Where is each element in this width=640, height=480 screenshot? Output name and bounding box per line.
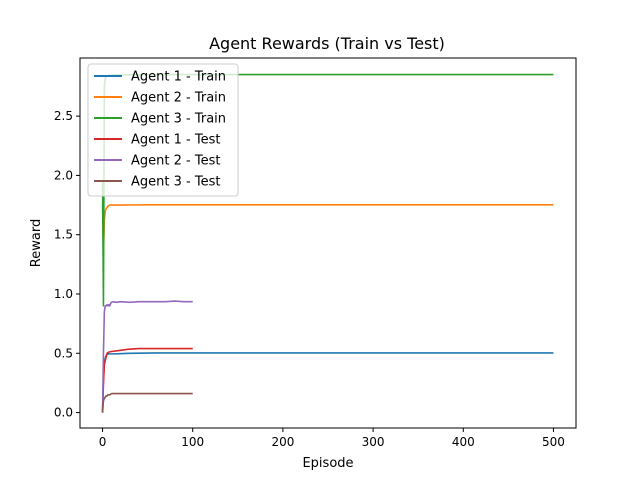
- series-line-agent-2-test: [101, 300, 193, 413]
- x-tick-label: 100: [181, 435, 204, 449]
- series-line-agent-3-test: [101, 392, 193, 413]
- y-axis: 0.0 0.5 1.0 1.5 2.0 2.5: [54, 109, 80, 420]
- x-tick-label: 500: [542, 435, 565, 449]
- x-tick-label: 0: [99, 435, 107, 449]
- legend-label: Agent 2 - Test: [131, 154, 220, 169]
- plot-frame: [79, 57, 577, 429]
- y-tick-label: 2.5: [54, 109, 73, 123]
- legend-label: Agent 1 - Train: [131, 70, 226, 85]
- chart-title: Agent Rewards (Train vs Test): [209, 34, 445, 53]
- y-axis-label: Reward: [29, 219, 44, 267]
- y-tick-label: 0.5: [54, 346, 73, 360]
- y-tick-label: 1.5: [54, 228, 73, 242]
- y-tick-label: 1.0: [54, 287, 73, 301]
- x-tick-label: 200: [271, 435, 294, 449]
- legend-label: Agent 2 - Train: [131, 91, 226, 106]
- y-tick-label: 0.0: [54, 406, 73, 420]
- legend-label: Agent 3 - Train: [131, 112, 226, 127]
- legend-label: Agent 1 - Test: [131, 133, 220, 148]
- legend-label: Agent 3 - Test: [131, 175, 220, 190]
- series-line-agent-1-train: [101, 352, 554, 413]
- x-axis-label: Episode: [302, 456, 353, 471]
- x-tick-label: 400: [452, 435, 475, 449]
- y-tick-label: 2.0: [54, 168, 73, 182]
- series-line-agent-1-test: [101, 347, 193, 413]
- legend-box: [87, 63, 239, 197]
- legend: Agent 1 - Train Agent 2 - Train Agent 3 - …: [87, 63, 239, 197]
- x-tick-label: 300: [362, 435, 385, 449]
- x-axis: 0 100 200 300 400 500: [99, 428, 565, 449]
- series-line-agent-2-train: [101, 204, 554, 254]
